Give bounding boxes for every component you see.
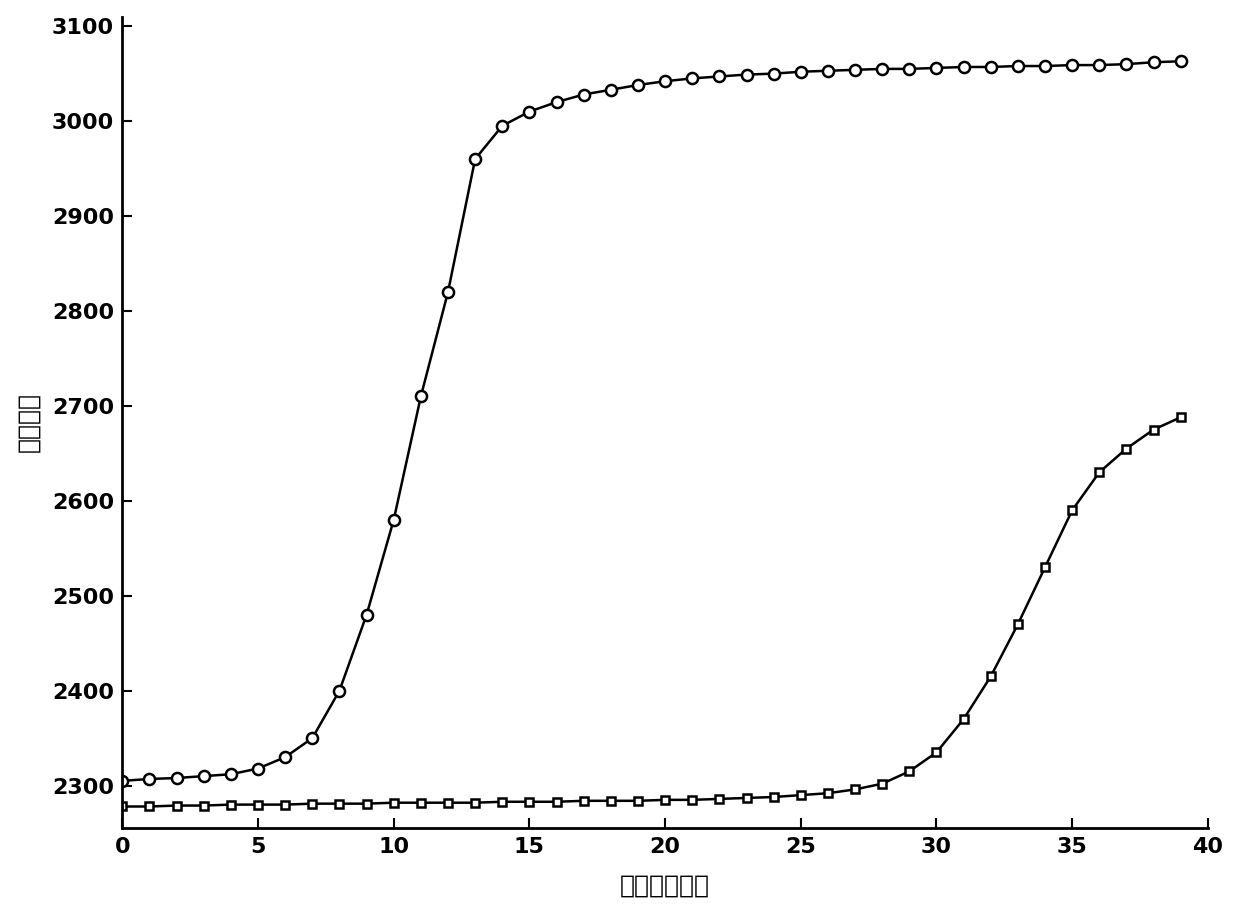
Y-axis label: 荧光强度: 荧光强度 bbox=[16, 392, 41, 452]
X-axis label: 时间（分钟）: 时间（分钟） bbox=[620, 874, 711, 898]
